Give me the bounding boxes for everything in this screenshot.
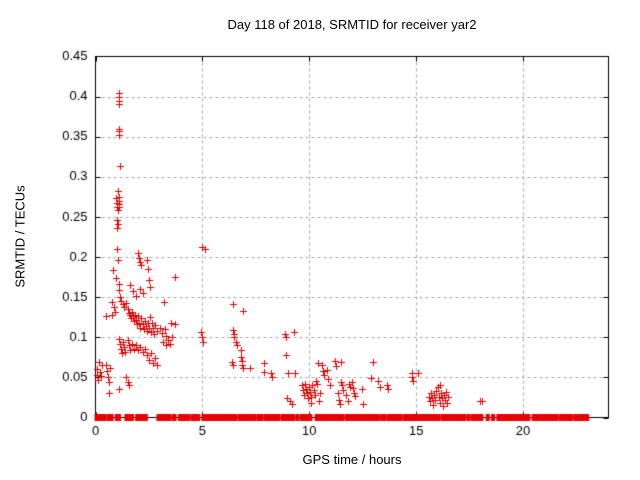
x-axis-label: GPS time / hours bbox=[302, 452, 402, 467]
chart-title: Day 118 of 2018, SRMTID for receiver yar… bbox=[227, 17, 477, 32]
y-axis-label: SRMTID / TECUs bbox=[12, 185, 28, 288]
